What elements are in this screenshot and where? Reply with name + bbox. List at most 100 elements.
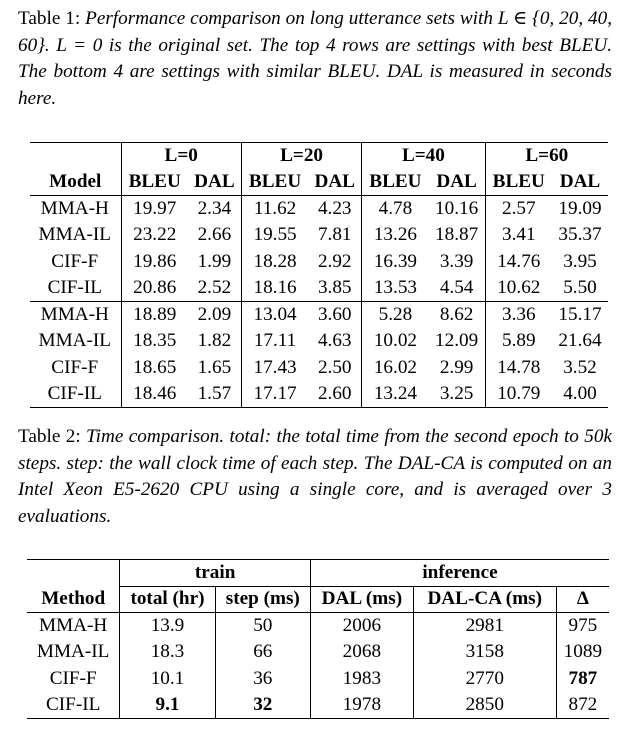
table1-sub-header: BLEU	[369, 171, 422, 192]
bleu-cell: 10.62	[497, 277, 541, 298]
table2-caption-label: Table 2:	[18, 426, 81, 447]
delta-cell: 787	[568, 667, 598, 689]
bleu-cell: 14.76	[497, 250, 541, 272]
table2-header: Method	[27, 586, 121, 613]
method-cell: CIF-IL	[27, 692, 121, 719]
table2-caption: Table 2: Time comparison. total: the tot…	[18, 424, 612, 530]
table1-model-header: Model	[30, 169, 122, 196]
table1-sub-header: BLEU	[128, 171, 181, 192]
delta-cell: 975	[568, 615, 598, 636]
table1-best-bleu-rows: MMA-H 19.97 2.34 11.62 4.23 4.78 10.16 2.57 19.0…	[30, 195, 608, 302]
total-hr-cell: 13.9	[119, 612, 216, 639]
bleu-cell: 14.78	[497, 356, 541, 378]
bleu-cell: 10.02	[373, 330, 417, 352]
dal-cell: 2.92	[308, 248, 363, 275]
table1-sub-header: DAL	[308, 169, 363, 196]
dal-cell: 21.64	[558, 330, 602, 352]
table1-sub-header: DAL	[428, 169, 486, 196]
bleu-cell: 18.16	[253, 277, 297, 298]
dal-ms-cell: 2006	[310, 612, 414, 639]
dal-ms-cell: 1983	[310, 665, 414, 692]
dal-cell: 5.50	[563, 277, 597, 298]
bleu-cell: 13.26	[373, 224, 417, 246]
dal-cell: 7.81	[308, 222, 363, 249]
table2-header: total (hr)	[119, 586, 216, 613]
dal-ms-cell: 1978	[310, 692, 414, 719]
dal-cell: 19.09	[558, 198, 602, 219]
table1-caption-label: Table 1:	[18, 8, 81, 29]
table1: L=0 L=20 L=40 L=60 Model BLEU DAL BLEU D…	[30, 142, 608, 408]
method-cell: MMA-H	[27, 612, 121, 639]
table-row: CIF-F 19.86 1.99 18.28 2.92 16.39 3.39 14.76 3.9…	[30, 248, 608, 275]
table1-sub-header: BLEU	[248, 171, 302, 192]
dal-cell: 1.57	[187, 381, 242, 408]
table2-corner-cell	[27, 559, 121, 586]
bleu-cell: 17.11	[253, 330, 297, 352]
model-name-cell: MMA-H	[30, 301, 122, 328]
table-row: MMA-H 13.9 50 2006 2981 975	[27, 612, 609, 639]
dal-cell: 1.99	[187, 248, 242, 275]
table-row: MMA-H 18.89 2.09 13.04 3.60 5.28 8.62 3.36 15.17	[30, 301, 608, 328]
dal-cell: 15.17	[558, 304, 602, 325]
bleu-cell: 17.43	[253, 356, 297, 378]
dal-ca-ms-cell: 2981	[413, 612, 557, 639]
dal-cell: 3.60	[308, 301, 363, 328]
table1-group-header: L=0	[121, 142, 242, 169]
table1-sub-header: BLEU	[492, 171, 545, 192]
total-hr-cell: 9.1	[119, 692, 216, 719]
model-name-cell: CIF-IL	[30, 275, 122, 302]
model-name-cell: CIF-F	[30, 248, 122, 275]
table1-group-header-row: L=0 L=20 L=40 L=60	[30, 142, 608, 169]
table1-sub-header: DAL	[559, 171, 601, 192]
dal-cell: 3.52	[563, 356, 597, 378]
table1-caption: Table 1: Performance comparison on long …	[18, 6, 612, 112]
table-row: CIF-IL 18.46 1.57 17.17 2.60 13.24 3.25 10.79 4.…	[30, 381, 608, 408]
table1-sub-header: DAL	[187, 169, 242, 196]
bleu-cell: 18.89	[133, 304, 177, 325]
table-row: CIF-F 10.1 36 1983 2770 787	[27, 665, 609, 692]
table-row: MMA-IL 18.3 66 2068 3158 1089	[27, 639, 609, 666]
table-row: CIF-IL 20.86 2.52 18.16 3.85 13.53 4.54 10.62 5.…	[30, 275, 608, 302]
dal-ms-cell: 2068	[310, 639, 414, 666]
table2-header-row: Method total (hr) step (ms) DAL (ms) DAL…	[27, 586, 609, 613]
model-name-cell: MMA-IL	[30, 328, 122, 355]
dal-cell: 35.37	[558, 224, 602, 246]
dal-cell: 18.87	[428, 222, 486, 249]
model-name-cell: CIF-IL	[30, 381, 122, 408]
delta-cell: 1089	[563, 641, 603, 663]
method-cell: MMA-IL	[27, 639, 121, 666]
bleu-cell: 23.22	[133, 224, 177, 246]
dal-cell: 1.82	[187, 328, 242, 355]
table2-body: MMA-H 13.9 50 2006 2981 975 MMA-IL 18.3 66 2068 31…	[27, 612, 609, 719]
bleu-cell: 13.04	[253, 304, 297, 325]
table-row: MMA-H 19.97 2.34 11.62 4.23 4.78 10.16 2.57 19.0…	[30, 195, 608, 222]
bleu-cell: 18.35	[133, 330, 177, 352]
model-name-cell: CIF-F	[30, 354, 122, 381]
bleu-cell: 20.86	[133, 277, 177, 298]
bleu-cell: 13.53	[373, 277, 417, 298]
table1-group-header: L=40	[361, 142, 486, 169]
bleu-cell: 11.62	[253, 198, 297, 219]
model-name-cell: MMA-H	[30, 195, 122, 222]
model-name-cell: MMA-IL	[30, 222, 122, 249]
dal-cell: 4.63	[308, 328, 363, 355]
total-hr-cell: 10.1	[119, 665, 216, 692]
dal-cell: 1.65	[187, 354, 242, 381]
method-cell: CIF-F	[27, 665, 121, 692]
delta-cell: 872	[568, 694, 598, 715]
bleu-cell: 4.78	[378, 198, 413, 219]
dal-ca-ms-cell: 2850	[413, 692, 557, 719]
table1-corner-cell	[30, 142, 122, 169]
dal-cell: 3.85	[308, 275, 363, 302]
bleu-cell: 16.02	[373, 356, 417, 378]
bleu-cell: 5.89	[502, 330, 536, 352]
dal-cell: 4.23	[308, 195, 363, 222]
table2-header: DAL-CA (ms)	[413, 586, 557, 613]
bleu-cell: 13.24	[373, 383, 417, 404]
dal-cell: 2.34	[187, 195, 242, 222]
dal-cell: 2.99	[428, 354, 486, 381]
dal-cell: 2.52	[187, 275, 242, 302]
dal-ca-ms-cell: 3158	[413, 639, 557, 666]
table1-sub-header-row: Model BLEU DAL BLEU DAL BLEU DAL BLEU DA…	[30, 169, 608, 196]
total-hr-cell: 18.3	[119, 639, 216, 666]
